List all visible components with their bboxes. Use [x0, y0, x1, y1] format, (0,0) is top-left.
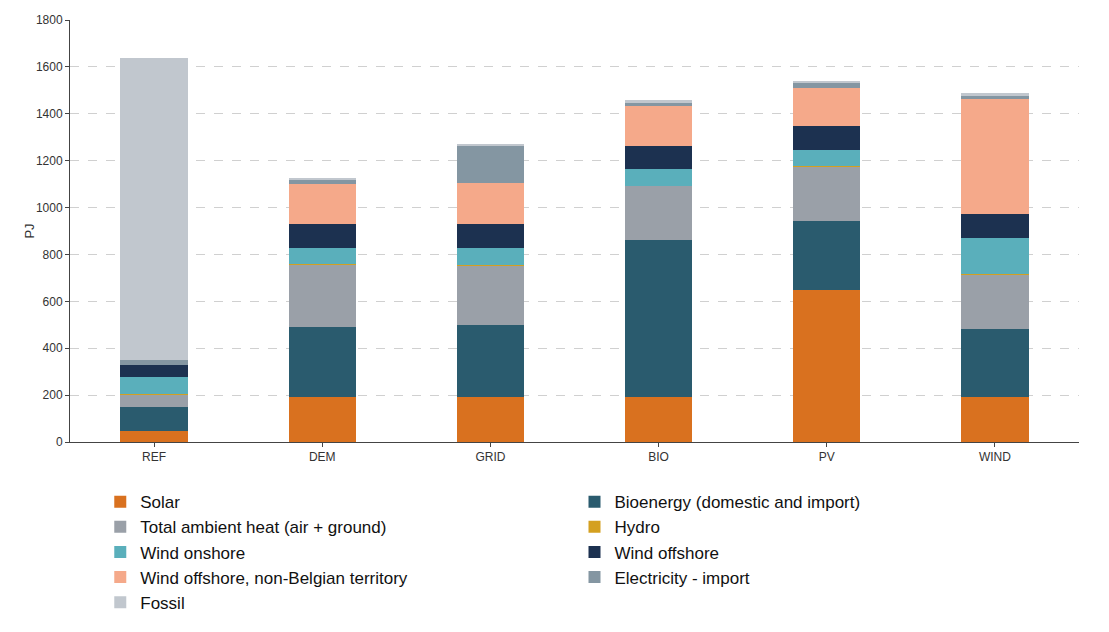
svg-text:Wind onshore: Wind onshore: [140, 544, 245, 563]
svg-text:REF: REF: [142, 450, 166, 464]
svg-text:Bioenergy (domestic and import: Bioenergy (domestic and import): [615, 493, 861, 512]
svg-text:Electricity - import: Electricity - import: [615, 569, 750, 588]
svg-text:1200: 1200: [36, 154, 63, 168]
svg-text:GRID: GRID: [475, 450, 505, 464]
svg-text:PJ: PJ: [22, 223, 37, 238]
svg-text:Wind offshore, non-Belgian ter: Wind offshore, non-Belgian territory: [140, 569, 408, 588]
svg-text:WIND: WIND: [979, 450, 1011, 464]
svg-text:400: 400: [43, 341, 63, 355]
svg-text:Total ambient heat (air + grou: Total ambient heat (air + ground): [140, 518, 386, 537]
svg-text:Fossil: Fossil: [140, 594, 184, 613]
svg-text:PV: PV: [819, 450, 835, 464]
svg-text:1600: 1600: [36, 60, 63, 74]
svg-text:1400: 1400: [36, 107, 63, 121]
svg-text:600: 600: [43, 295, 63, 309]
svg-text:DEM: DEM: [309, 450, 336, 464]
svg-text:Wind offshore: Wind offshore: [615, 544, 720, 563]
svg-text:800: 800: [43, 248, 63, 262]
svg-text:0: 0: [56, 435, 63, 449]
svg-text:BIO: BIO: [648, 450, 669, 464]
svg-text:200: 200: [43, 388, 63, 402]
svg-text:Hydro: Hydro: [615, 518, 660, 537]
svg-text:1800: 1800: [36, 13, 63, 27]
svg-text:1000: 1000: [36, 201, 63, 215]
svg-text:Solar: Solar: [140, 493, 180, 512]
